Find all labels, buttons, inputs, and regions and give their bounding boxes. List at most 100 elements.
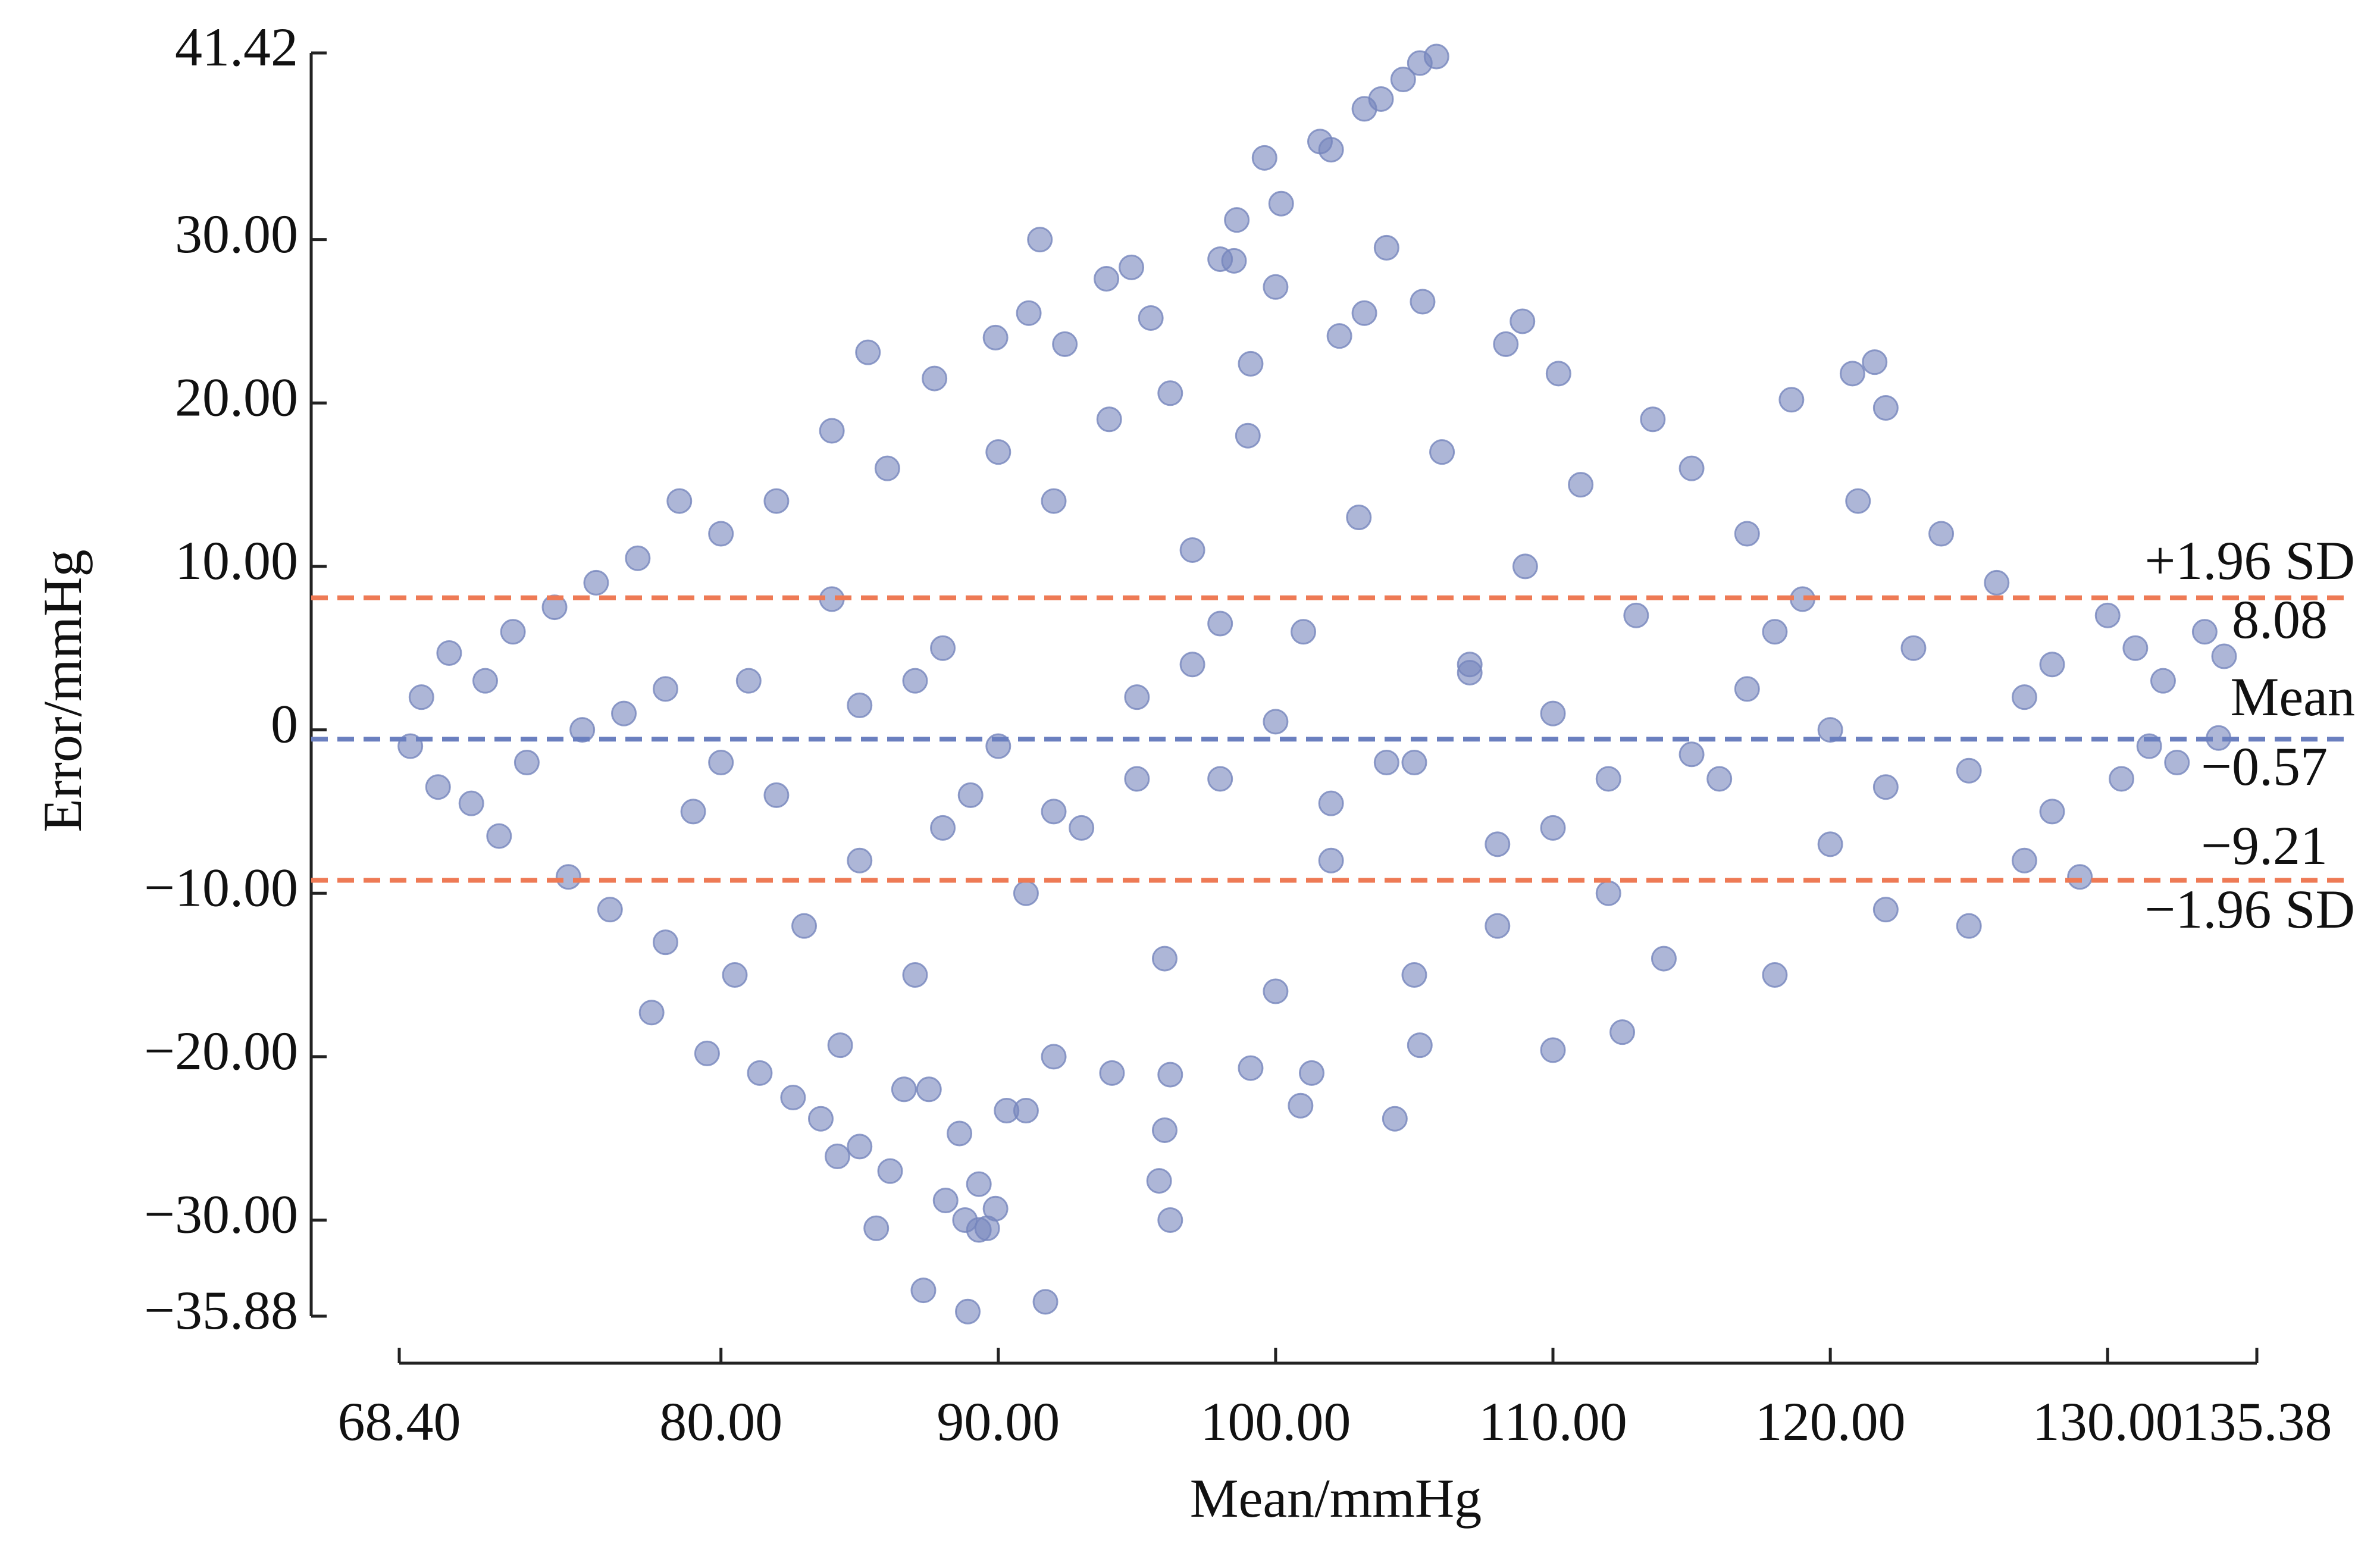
point: [1545, 361, 1571, 387]
point: [1485, 913, 1511, 939]
point: [1326, 323, 1352, 349]
point: [910, 1278, 937, 1304]
x-axis-label: Mean/mmHg: [1190, 1468, 1482, 1529]
point: [1263, 978, 1289, 1004]
point: [1778, 387, 1805, 413]
point: [1595, 766, 1621, 792]
point: [722, 962, 748, 988]
point: [1762, 619, 1788, 645]
y-tick-label: 41.42: [175, 17, 298, 77]
point: [1734, 521, 1760, 547]
reference-value: −9.21: [2201, 815, 2328, 876]
point: [2122, 635, 2149, 661]
point: [638, 1000, 665, 1026]
point: [2011, 847, 2037, 873]
point: [2039, 652, 2065, 678]
point: [1407, 1032, 1433, 1059]
reference-name: −1.96 SD: [2145, 879, 2356, 940]
point: [611, 700, 637, 727]
point: [1207, 766, 1233, 792]
point: [1382, 1106, 1408, 1132]
point: [982, 324, 1009, 350]
point: [1373, 234, 1399, 261]
point: [791, 913, 818, 939]
point: [1094, 266, 1120, 292]
y-tick-label: 0: [271, 694, 298, 754]
point: [1872, 395, 1899, 421]
point: [1706, 766, 1733, 792]
point: [1041, 488, 1067, 514]
point: [930, 635, 956, 661]
point: [1734, 676, 1760, 702]
point: [1872, 897, 1899, 923]
point: [1928, 521, 1955, 547]
point: [2094, 602, 2121, 628]
point: [2067, 864, 2093, 890]
point: [1146, 1168, 1172, 1194]
point: [824, 1143, 850, 1169]
point: [1291, 619, 1317, 645]
point: [666, 488, 693, 514]
point: [855, 339, 881, 365]
x-tick-label: 90.00: [937, 1391, 1060, 1452]
point: [1351, 300, 1377, 326]
point: [1138, 305, 1164, 331]
point: [1099, 1060, 1125, 1086]
point: [436, 640, 462, 666]
point: [1041, 799, 1067, 825]
point: [1151, 1117, 1178, 1143]
point: [486, 823, 512, 849]
point: [916, 1076, 942, 1103]
point: [541, 594, 568, 621]
point: [902, 668, 928, 694]
point: [625, 545, 651, 571]
point: [1124, 684, 1150, 710]
x-tick-label: 100.00: [1200, 1391, 1351, 1452]
point: [763, 782, 790, 808]
point: [1457, 659, 1483, 685]
point: [1540, 815, 1566, 841]
point: [1984, 569, 2010, 596]
point: [747, 1060, 773, 1086]
point: [735, 668, 762, 694]
point: [1401, 962, 1427, 988]
point: [2164, 750, 2190, 776]
point: [1900, 635, 1927, 661]
point: [2150, 668, 2176, 694]
point: [1510, 308, 1536, 334]
point: [1221, 248, 1247, 274]
point: [569, 717, 596, 743]
reference-value: 8.08: [2232, 589, 2328, 650]
point: [1179, 537, 1205, 563]
y-tick-label: −35.88: [144, 1280, 298, 1341]
point: [1540, 1037, 1566, 1063]
point: [1817, 831, 1843, 857]
plot-area: [397, 43, 2237, 1325]
point: [2191, 619, 2218, 645]
point: [1069, 815, 1095, 841]
point: [408, 684, 434, 710]
point: [1298, 1060, 1324, 1086]
point: [1401, 750, 1427, 776]
point: [1251, 145, 1277, 171]
point: [952, 1207, 978, 1233]
point: [847, 692, 873, 718]
point: [1568, 472, 1594, 498]
point: [1318, 137, 1344, 163]
point: [1235, 422, 1261, 449]
point: [1762, 962, 1788, 988]
point: [513, 750, 540, 776]
point: [1288, 1092, 1314, 1119]
point: [1410, 289, 1436, 315]
point: [597, 897, 623, 923]
point: [1640, 406, 1666, 433]
point: [1678, 455, 1705, 481]
point: [1238, 350, 1264, 377]
point: [1263, 274, 1289, 300]
x-tick-label: 68.40: [338, 1391, 461, 1452]
y-tick-label: 30.00: [175, 203, 298, 264]
point: [680, 799, 706, 825]
y-axis-label: Error/mmHg: [32, 549, 93, 832]
